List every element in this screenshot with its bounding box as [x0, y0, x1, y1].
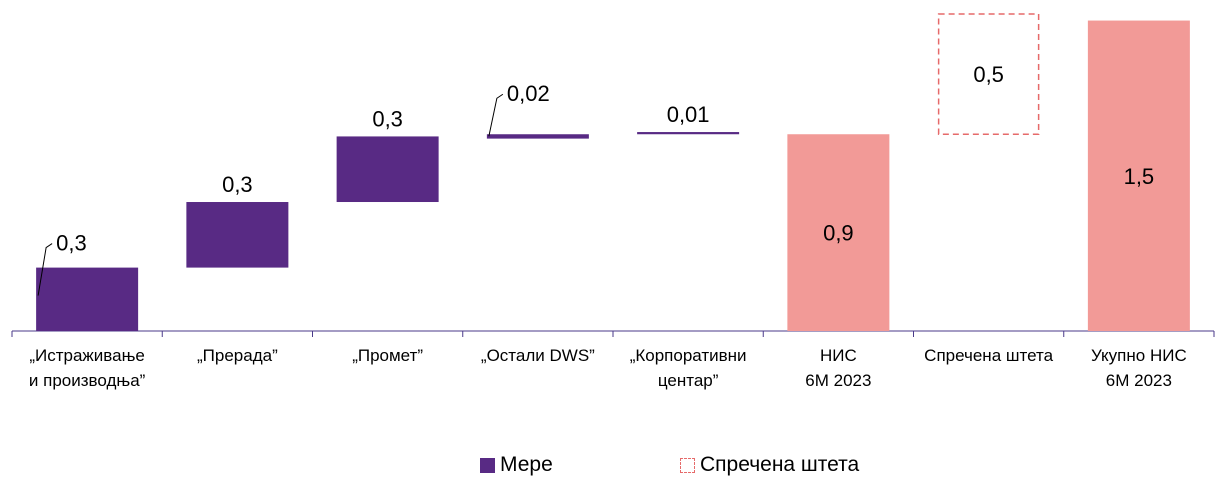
data-label-leader-line — [37, 243, 53, 296]
data-label: 0,9 — [823, 221, 854, 246]
x-axis-category-label: „Истраживање — [29, 346, 145, 365]
x-axis-category-label: „Корпоративни — [630, 346, 747, 365]
legend-item-mere: Мере — [480, 453, 553, 477]
x-axis-category-label: центар” — [658, 371, 719, 390]
data-label: 0,3 — [222, 172, 253, 197]
x-axis-category-label: 6М 2023 — [1106, 371, 1172, 390]
legend-label-prevented: Спречена штета — [700, 453, 860, 476]
legend-label-mere: Мере — [500, 453, 553, 476]
bar-mere — [486, 134, 589, 139]
bar-mere — [36, 267, 139, 331]
legend-swatch-prevented — [680, 457, 695, 473]
x-axis-category-label: 6М 2023 — [805, 371, 871, 390]
waterfall-chart: 0,3 0,3 0,3 0,02 0,01 0,9 0,5 1,5 „Истраживање и … — [11, 13, 1215, 390]
x-axis-category-label: и производња” — [29, 371, 146, 390]
data-label: 0,02 — [507, 81, 550, 106]
data-label: 0,3 — [56, 231, 87, 256]
bar-mere — [186, 202, 289, 268]
x-axis-category-label: „Промет” — [352, 346, 423, 365]
data-label: 0,5 — [973, 62, 1004, 87]
bar-prevented-damage — [937, 13, 1040, 135]
x-axis-category-label: „Прерада” — [197, 346, 278, 365]
bar-mere — [637, 132, 740, 135]
x-axis-category-label: „Остали DWS” — [481, 346, 595, 365]
legend: Мере Спречена штета — [0, 453, 1226, 479]
bar-total — [787, 134, 890, 331]
data-label: 1,5 — [1124, 164, 1155, 189]
data-label: 0,3 — [372, 106, 403, 131]
data-label: 0,01 — [667, 102, 710, 127]
x-axis-category-label: Укупно НИС — [1091, 346, 1187, 365]
data-label-leader-line — [488, 93, 504, 137]
x-axis-category-label: Спречена штета — [924, 346, 1053, 365]
bar-mere — [336, 136, 439, 203]
x-axis-category-label: НИС — [820, 346, 857, 365]
legend-swatch-mere — [480, 457, 495, 473]
legend-item-prevented: Спречена штета — [680, 453, 859, 477]
bar-total — [1087, 20, 1190, 331]
